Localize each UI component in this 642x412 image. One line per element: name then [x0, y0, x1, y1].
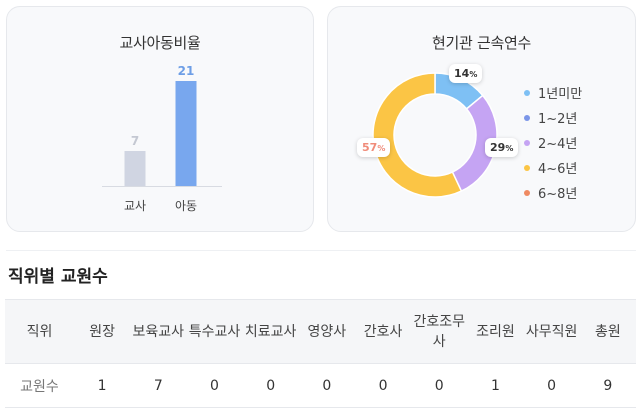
legend-item-2[interactable]: 2~4년 [524, 130, 582, 155]
bar-0 [124, 151, 146, 186]
percent-value: 57 [362, 141, 378, 154]
header-0: 원장 [74, 299, 131, 364]
donut-percent-label-2: 57% [357, 138, 391, 157]
header-7: 조리원 [467, 299, 524, 364]
legend-item-1[interactable]: 1~2년 [524, 105, 582, 130]
legend-item-0[interactable]: 1년미만 [524, 80, 582, 105]
percent-suffix: % [469, 70, 478, 79]
count-cell-1: 7 [130, 363, 187, 408]
legend-dot-icon [524, 164, 530, 171]
bar-value-label-0: 7 [131, 134, 139, 148]
staff-table: 직위 원장 보육교사 특수교사 치료교사 영양사 간호사 간호조무사 조리원 사무직원 총원 교원… [5, 299, 636, 408]
legend-label: 4~6년 [538, 162, 578, 177]
header-3: 치료교사 [242, 299, 299, 364]
count-cell-6: 0 [411, 363, 468, 408]
count-cell-8: 0 [523, 363, 580, 408]
header-4: 영양사 [298, 299, 355, 364]
legend-item-3[interactable]: 4~6년 [524, 155, 582, 180]
percent-value: 29 [490, 141, 506, 154]
legend-label: 1~2년 [538, 112, 578, 127]
legend-item-4[interactable]: 6~8년 [524, 180, 582, 205]
legend-dot-icon [524, 139, 530, 146]
tenure-donut-chart [372, 72, 498, 198]
donut-percent-label-0: 14% [449, 64, 483, 83]
ratio-card-title: 교사아동비율 [119, 34, 201, 52]
tenure-card-title: 현기관 근속연수 [432, 34, 531, 52]
header-8: 사무직원 [523, 299, 580, 364]
header-2: 특수교사 [186, 299, 243, 364]
donut-slice-3 [372, 72, 463, 198]
row-label-teacher-count: 교원수 [5, 363, 74, 408]
bar-category-label-1: 아동 [175, 199, 197, 213]
percent-suffix: % [505, 144, 514, 153]
bar-category-label-0: 교사 [124, 199, 146, 213]
staff-section-title: 직위별 교원수 [8, 267, 108, 287]
teacher-child-ratio-card: 교사아동비율 7 교사 21 아동 [6, 6, 314, 232]
percent-suffix: % [377, 144, 386, 153]
header-position: 직위 [5, 299, 74, 364]
bar-value-label-1: 21 [178, 64, 195, 78]
header-9: 총원 [579, 299, 636, 364]
legend-label: 6~8년 [538, 187, 578, 202]
ratio-bar-chart: 7 교사 21 아동 [102, 64, 222, 213]
legend-label: 2~4년 [538, 137, 578, 152]
staff-table-header-row: 직위 원장 보육교사 특수교사 치료교사 영양사 간호사 간호조무사 조리원 사무직원 총원 [5, 299, 636, 364]
section-divider [6, 250, 636, 251]
tenure-card: 현기관 근속연수 14% 29% 57% 1년미만 1~2년 2~4년 4~6년 6~8년 [327, 6, 636, 232]
legend-dot-icon [524, 114, 530, 121]
count-cell-9: 9 [579, 363, 636, 408]
bar-1 [175, 81, 197, 186]
header-6: 간호조무사 [411, 299, 468, 364]
count-cell-5: 0 [354, 363, 412, 408]
legend-label: 1년미만 [538, 87, 583, 102]
percent-value: 14 [454, 67, 470, 80]
legend-dot-icon [524, 89, 530, 96]
header-5: 간호사 [354, 299, 412, 364]
legend-dot-icon [524, 189, 530, 196]
count-cell-3: 0 [242, 363, 299, 408]
count-cell-7: 1 [467, 363, 524, 408]
donut-percent-label-1: 29% [485, 138, 519, 157]
count-cell-2: 0 [186, 363, 243, 408]
count-cell-4: 0 [298, 363, 355, 408]
count-cell-0: 1 [74, 363, 131, 408]
header-1: 보육교사 [130, 299, 187, 364]
tenure-legend: 1년미만 1~2년 2~4년 4~6년 6~8년 [524, 80, 582, 205]
